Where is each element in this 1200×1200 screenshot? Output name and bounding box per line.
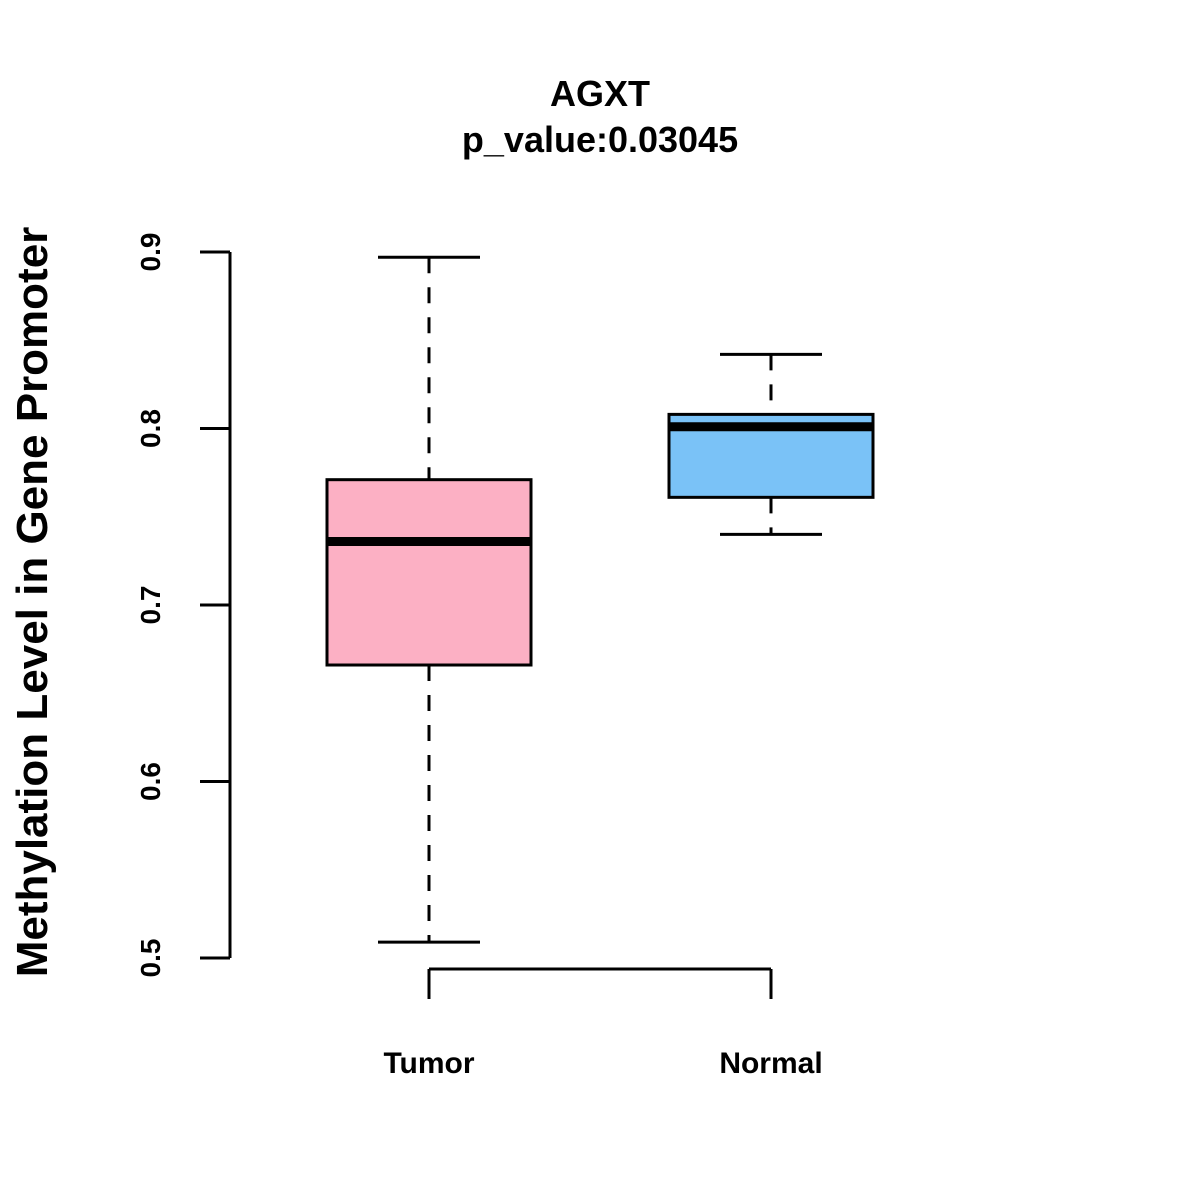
y-tick-label: 0.7 bbox=[135, 586, 166, 625]
box-normal bbox=[667, 352, 875, 536]
x-tick-label: Tumor bbox=[383, 1047, 474, 1080]
y-ticks: 0.5 0.6 0.7 0.8 0.9 bbox=[135, 233, 230, 978]
y-axis-label: Methylation Level in Gene Promoter bbox=[8, 227, 57, 978]
y-tick-label: 0.5 bbox=[135, 939, 166, 978]
chart-title: AGXT bbox=[550, 73, 650, 114]
y-tick-label: 0.9 bbox=[135, 233, 166, 272]
chart-subtitle: p_value:0.03045 bbox=[462, 119, 738, 160]
boxes bbox=[325, 255, 875, 944]
box-tumor bbox=[325, 255, 533, 944]
y-tick-label: 0.6 bbox=[135, 762, 166, 801]
y-tick-label: 0.8 bbox=[135, 409, 166, 448]
x-tick-label: Normal bbox=[719, 1047, 822, 1080]
x-axis: Tumor Normal bbox=[383, 967, 823, 1080]
iqr-box bbox=[325, 478, 533, 667]
